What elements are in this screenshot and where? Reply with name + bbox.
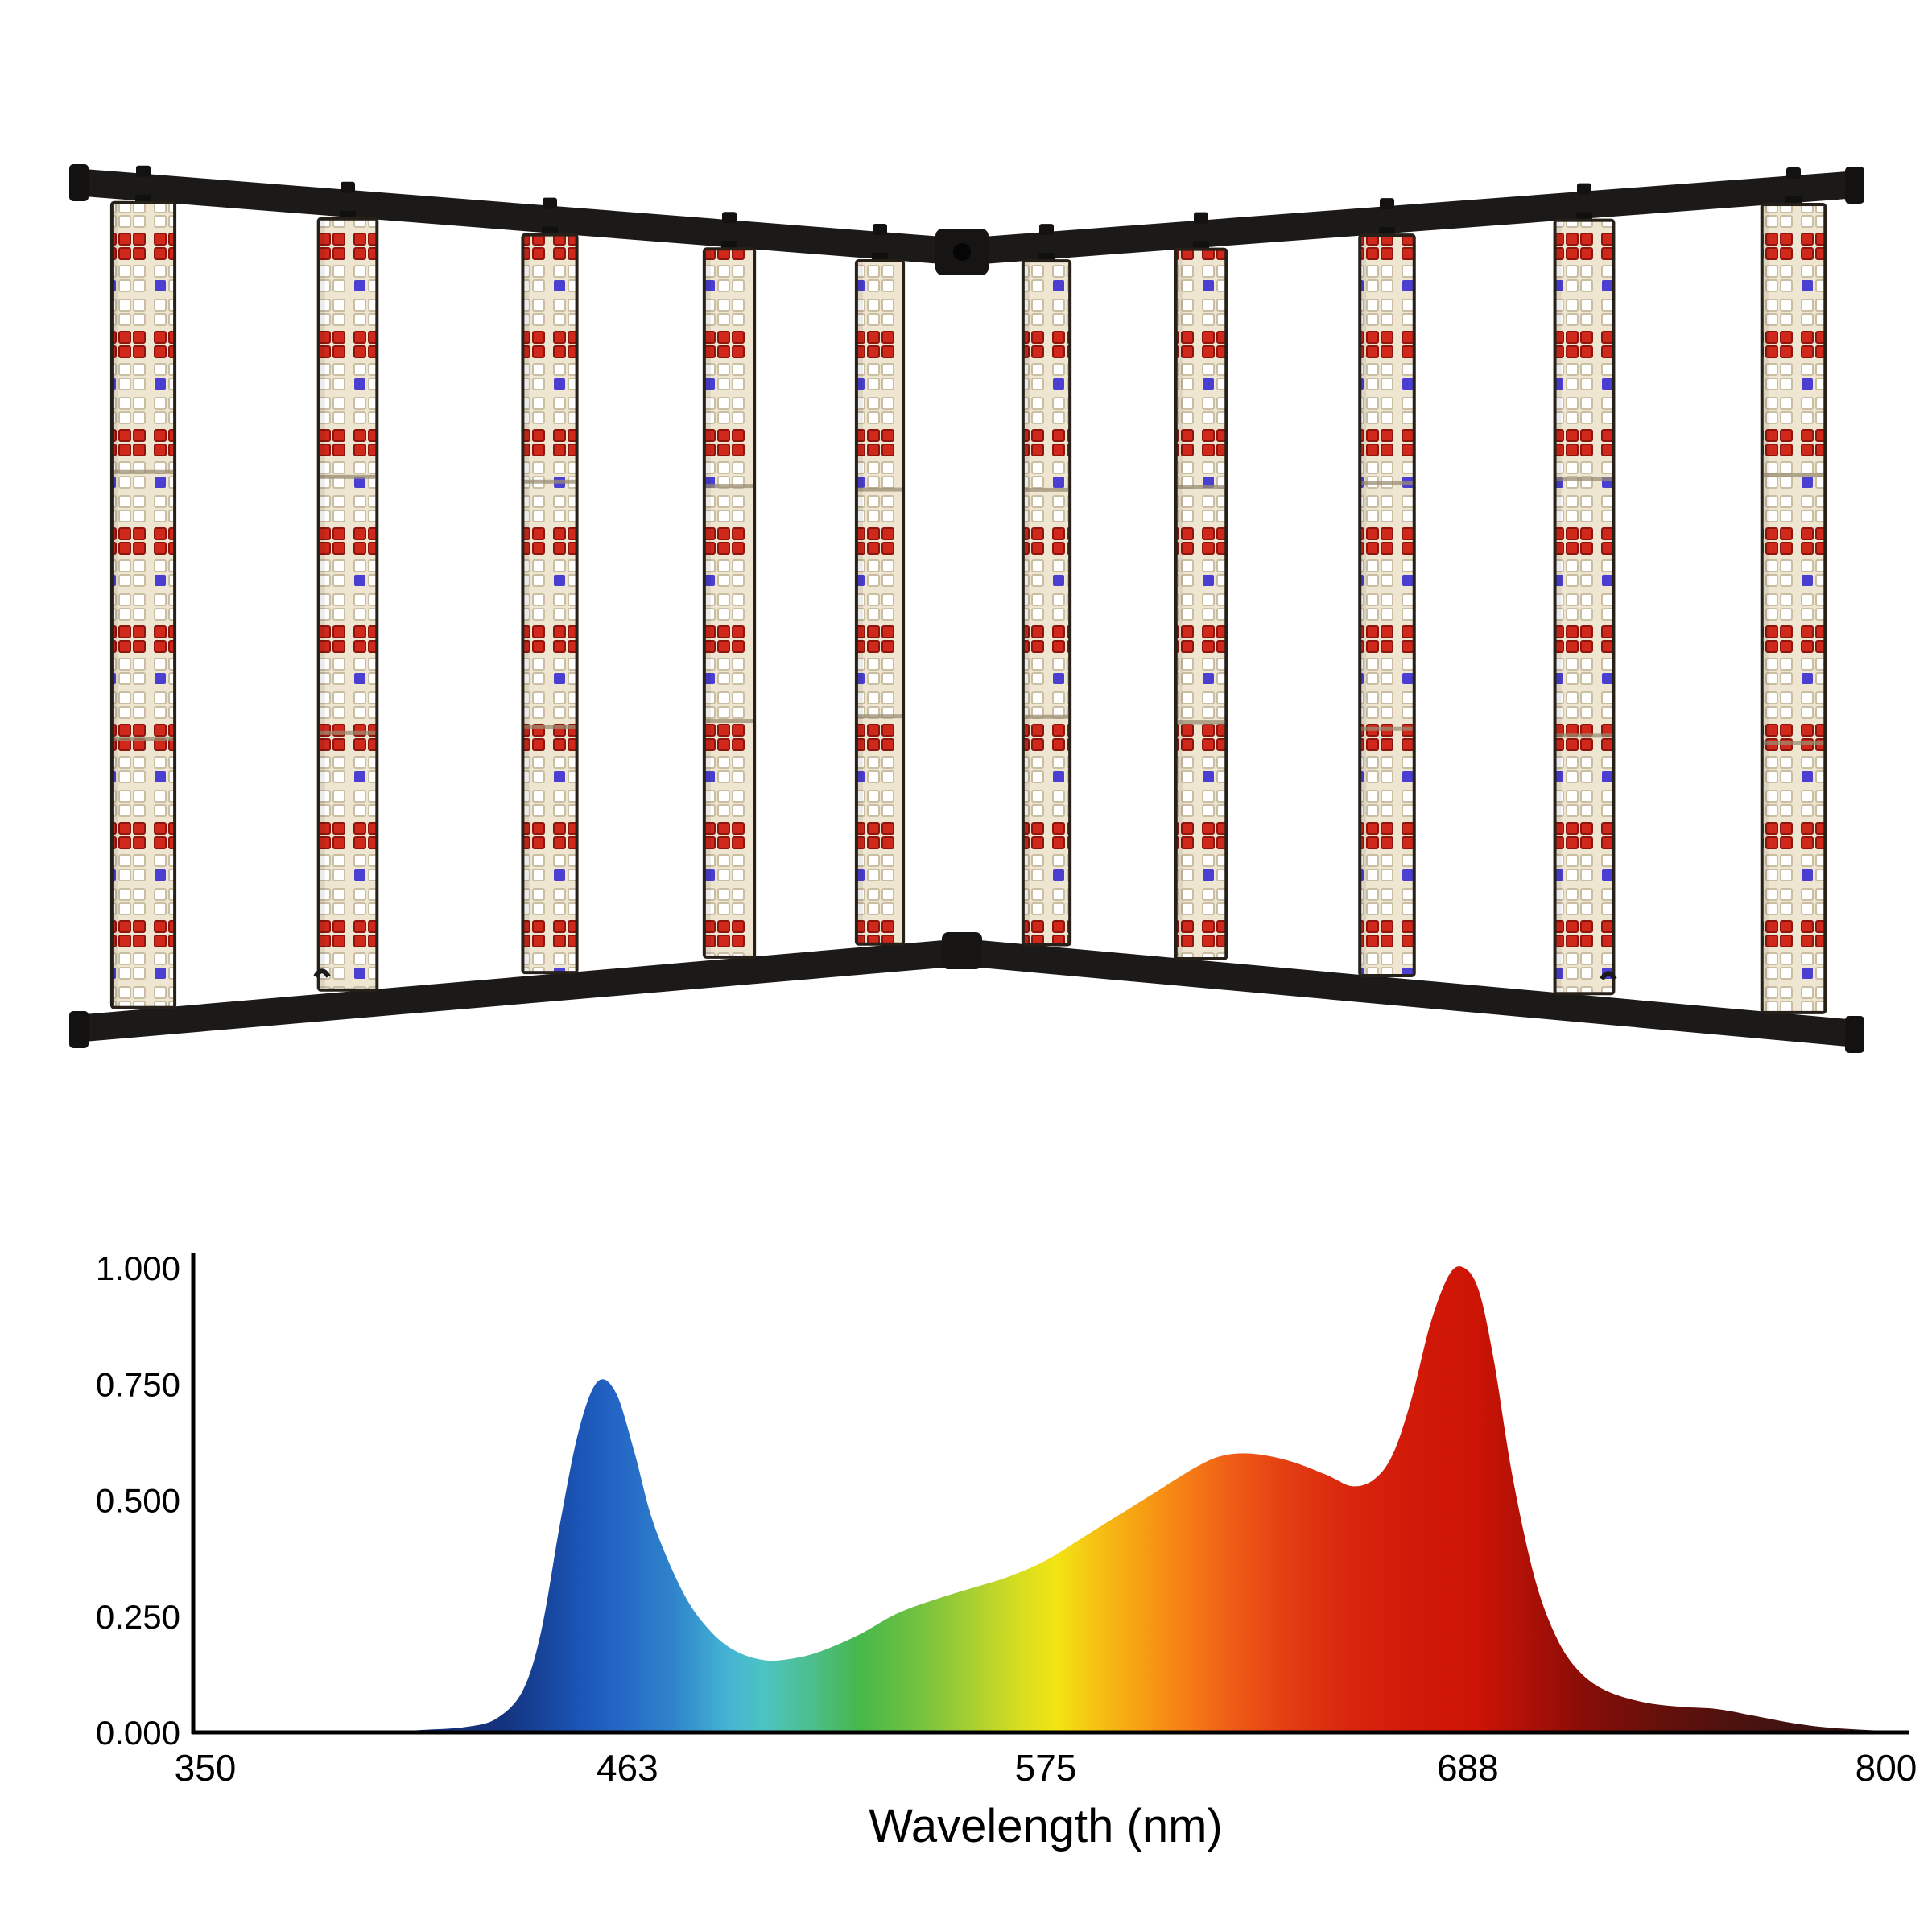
mounting-tab	[1786, 167, 1801, 180]
bar-pcb-leds	[1763, 206, 1824, 1011]
bar-shading	[1024, 262, 1030, 943]
bar-pcb-leds	[857, 262, 902, 943]
bar-pcb-leds	[320, 220, 376, 989]
hinge-pin	[953, 243, 971, 261]
bar-shading	[1556, 221, 1562, 993]
bar-segment-separator	[1177, 720, 1225, 724]
led-bar	[1553, 183, 1616, 996]
x-axis-title: Wavelength (nm)	[869, 1800, 1222, 1852]
led-bar	[1760, 167, 1827, 1014]
mounting-tab	[543, 197, 557, 209]
bar-segment-separator	[1024, 714, 1069, 719]
x-tick-label: 463	[597, 1747, 658, 1789]
y-tick-label: 0.500	[96, 1482, 180, 1520]
bar-segment-separator	[1177, 485, 1225, 489]
rail-end-cap	[69, 164, 89, 201]
hinge-bracket-bottom	[942, 932, 982, 969]
bar-segment-separator	[1556, 477, 1612, 481]
bar-pcb-leds	[1024, 262, 1069, 943]
y-tick-label: 0.750	[96, 1365, 180, 1403]
bar-segment-separator	[320, 730, 376, 735]
bar-pcb-leds	[524, 236, 576, 972]
bottom-rail-left	[85, 939, 962, 1042]
bar-shading	[113, 204, 118, 1006]
top-rail-right	[962, 171, 1847, 266]
mounting-tab	[722, 212, 737, 224]
bar-pcb-leds	[113, 204, 174, 1006]
led-bar	[702, 212, 757, 959]
bar-segment-separator	[857, 487, 902, 492]
bar-segment-separator	[1361, 481, 1413, 485]
mounting-tab	[341, 181, 355, 193]
y-tick-label: 0.250	[96, 1598, 180, 1636]
rail-end-cap	[69, 1011, 89, 1048]
bar-shading	[320, 220, 325, 989]
grow-light-fixture-image	[69, 164, 1864, 1053]
bar-segment-separator	[524, 724, 576, 729]
hanging-clip	[313, 968, 331, 978]
mounting-tab	[1380, 198, 1394, 210]
top-rail-left	[85, 169, 962, 266]
rail-end-cap	[1845, 1016, 1864, 1053]
bar-segment-separator	[113, 737, 174, 741]
mounting-tab	[1577, 183, 1591, 195]
mounting-tab	[1194, 212, 1208, 224]
bar-shading	[857, 262, 863, 943]
bar-shading	[1763, 206, 1769, 1011]
bar-segment-separator	[857, 714, 902, 719]
bar-segment-separator	[705, 719, 753, 724]
bar-segment-separator	[705, 484, 753, 489]
mounting-tab	[136, 165, 151, 177]
bar-shading	[705, 250, 711, 956]
bar-segment-separator	[1556, 733, 1612, 738]
bar-segment-separator	[1763, 473, 1824, 477]
hanging-clip	[1600, 971, 1617, 980]
y-tick-label: 0.000	[96, 1714, 180, 1752]
x-tick-label: 800	[1856, 1747, 1918, 1789]
mounting-tab	[873, 223, 887, 235]
bar-segment-separator	[1361, 726, 1413, 731]
bar-shading	[524, 236, 530, 972]
bar-segment-separator	[524, 479, 576, 484]
bottom-rail-right	[962, 939, 1847, 1046]
bar-pcb-leds	[1177, 250, 1225, 958]
bar-pcb-leds	[1361, 237, 1413, 974]
bar-segment-separator	[1763, 741, 1824, 745]
led-bar	[1358, 198, 1416, 977]
bar-segment-separator	[320, 474, 376, 479]
bar-pcb-leds	[705, 250, 753, 956]
spectrum-chart: Wavelength (nm) 1.000 0.750 0.500 0.250 0.00…	[96, 1249, 1917, 1852]
x-tick-label: 688	[1437, 1747, 1499, 1789]
led-bar	[1174, 212, 1228, 961]
bar-pcb-leds	[1556, 221, 1612, 993]
bar-shading	[1177, 250, 1183, 958]
led-bar	[109, 165, 177, 1009]
led-bar	[854, 223, 906, 946]
bar-shading	[1361, 237, 1367, 974]
led-bar	[316, 181, 379, 992]
y-tick-label: 1.000	[96, 1249, 180, 1287]
mounting-tab	[1039, 224, 1054, 236]
spectrum-area	[205, 1266, 1886, 1732]
x-tick-label: 350	[175, 1747, 237, 1789]
x-tick-label: 575	[1015, 1747, 1077, 1789]
bar-segment-separator	[113, 469, 174, 474]
led-bar	[521, 197, 579, 975]
led-bar	[1021, 224, 1072, 947]
bar-segment-separator	[1024, 487, 1069, 492]
rail-end-cap	[1845, 167, 1864, 204]
